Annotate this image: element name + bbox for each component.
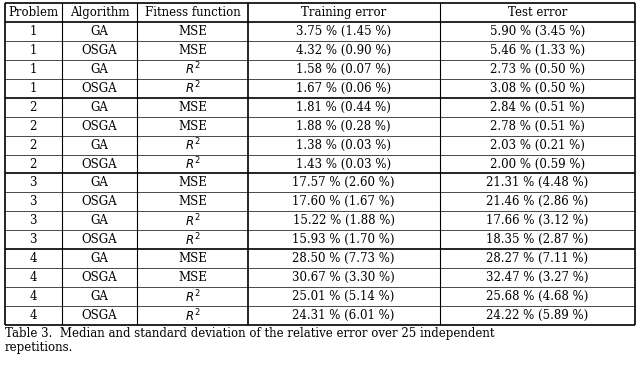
- Text: 1.67 % (0.06 %): 1.67 % (0.06 %): [296, 82, 391, 95]
- Text: 1: 1: [29, 44, 37, 57]
- Text: OSGA: OSGA: [82, 157, 117, 171]
- Text: 24.22 % (5.89 %): 24.22 % (5.89 %): [486, 309, 588, 322]
- Text: 4: 4: [29, 309, 37, 322]
- Text: Table 3.  Median and standard deviation of the relative error over 25 independen: Table 3. Median and standard deviation o…: [5, 326, 495, 339]
- Text: OSGA: OSGA: [82, 120, 117, 133]
- Text: Problem: Problem: [8, 6, 58, 19]
- Text: 15.93 % (1.70 %): 15.93 % (1.70 %): [292, 233, 395, 246]
- Text: $R^2$: $R^2$: [185, 212, 200, 229]
- Text: OSGA: OSGA: [82, 44, 117, 57]
- Text: 17.66 % (3.12 %): 17.66 % (3.12 %): [486, 214, 589, 227]
- Text: OSGA: OSGA: [82, 195, 117, 208]
- Text: 1: 1: [29, 63, 37, 76]
- Text: 2: 2: [29, 139, 37, 152]
- Text: 4: 4: [29, 271, 37, 284]
- Text: 1.81 % (0.44 %): 1.81 % (0.44 %): [296, 101, 391, 114]
- Text: 4: 4: [29, 290, 37, 303]
- Text: 5.90 % (3.45 %): 5.90 % (3.45 %): [490, 25, 585, 38]
- Text: 3: 3: [29, 214, 37, 227]
- Text: MSE: MSE: [178, 44, 207, 57]
- Text: 21.46 % (2.86 %): 21.46 % (2.86 %): [486, 195, 588, 208]
- Text: MSE: MSE: [178, 176, 207, 190]
- Text: Fitness function: Fitness function: [145, 6, 240, 19]
- Text: OSGA: OSGA: [82, 233, 117, 246]
- Text: 5.46 % (1.33 %): 5.46 % (1.33 %): [490, 44, 585, 57]
- Text: 24.31 % (6.01 %): 24.31 % (6.01 %): [292, 309, 395, 322]
- Text: 28.50 % (7.73 %): 28.50 % (7.73 %): [292, 252, 395, 265]
- Text: 4: 4: [29, 252, 37, 265]
- Text: $R^2$: $R^2$: [185, 307, 200, 324]
- Text: 3: 3: [29, 233, 37, 246]
- Text: Training error: Training error: [301, 6, 387, 19]
- Text: MSE: MSE: [178, 25, 207, 38]
- Text: MSE: MSE: [178, 195, 207, 208]
- Text: MSE: MSE: [178, 120, 207, 133]
- Text: $R^2$: $R^2$: [185, 137, 200, 154]
- Text: MSE: MSE: [178, 271, 207, 284]
- Text: OSGA: OSGA: [82, 271, 117, 284]
- Text: OSGA: OSGA: [82, 309, 117, 322]
- Text: 3: 3: [29, 176, 37, 190]
- Text: GA: GA: [91, 139, 108, 152]
- Text: OSGA: OSGA: [82, 82, 117, 95]
- Text: GA: GA: [91, 252, 108, 265]
- Text: GA: GA: [91, 214, 108, 227]
- Text: 2: 2: [29, 157, 37, 171]
- Text: 4.32 % (0.90 %): 4.32 % (0.90 %): [296, 44, 391, 57]
- Text: Test error: Test error: [508, 6, 567, 19]
- Text: GA: GA: [91, 63, 108, 76]
- Text: 21.31 % (4.48 %): 21.31 % (4.48 %): [486, 176, 588, 190]
- Text: 15.22 % (1.88 %): 15.22 % (1.88 %): [292, 214, 395, 227]
- Text: 3: 3: [29, 195, 37, 208]
- Text: 2: 2: [29, 120, 37, 133]
- Text: $R^2$: $R^2$: [185, 61, 200, 78]
- Text: 2.73 % (0.50 %): 2.73 % (0.50 %): [490, 63, 585, 76]
- Text: 25.01 % (5.14 %): 25.01 % (5.14 %): [292, 290, 395, 303]
- Text: 1.38 % (0.03 %): 1.38 % (0.03 %): [296, 139, 391, 152]
- Text: 28.27 % (7.11 %): 28.27 % (7.11 %): [486, 252, 588, 265]
- Text: 2.84 % (0.51 %): 2.84 % (0.51 %): [490, 101, 585, 114]
- Text: 2.78 % (0.51 %): 2.78 % (0.51 %): [490, 120, 585, 133]
- Text: $R^2$: $R^2$: [185, 231, 200, 248]
- Text: 3.08 % (0.50 %): 3.08 % (0.50 %): [490, 82, 585, 95]
- Text: GA: GA: [91, 176, 108, 190]
- Text: GA: GA: [91, 101, 108, 114]
- Text: 18.35 % (2.87 %): 18.35 % (2.87 %): [486, 233, 588, 246]
- Text: 2.00 % (0.59 %): 2.00 % (0.59 %): [490, 157, 585, 171]
- Text: MSE: MSE: [178, 101, 207, 114]
- Text: 1.43 % (0.03 %): 1.43 % (0.03 %): [296, 157, 391, 171]
- Text: 1.88 % (0.28 %): 1.88 % (0.28 %): [296, 120, 391, 133]
- Text: $R^2$: $R^2$: [185, 156, 200, 172]
- Text: Algorithm: Algorithm: [70, 6, 129, 19]
- Text: MSE: MSE: [178, 252, 207, 265]
- Text: 32.47 % (3.27 %): 32.47 % (3.27 %): [486, 271, 589, 284]
- Text: 2: 2: [29, 101, 37, 114]
- Text: 1: 1: [29, 25, 37, 38]
- Text: 2.03 % (0.21 %): 2.03 % (0.21 %): [490, 139, 585, 152]
- Text: 30.67 % (3.30 %): 30.67 % (3.30 %): [292, 271, 395, 284]
- Text: GA: GA: [91, 25, 108, 38]
- Text: repetitions.: repetitions.: [5, 342, 74, 355]
- Text: 25.68 % (4.68 %): 25.68 % (4.68 %): [486, 290, 589, 303]
- Text: 1: 1: [29, 82, 37, 95]
- Text: 17.60 % (1.67 %): 17.60 % (1.67 %): [292, 195, 395, 208]
- Text: $R^2$: $R^2$: [185, 288, 200, 305]
- Text: 1.58 % (0.07 %): 1.58 % (0.07 %): [296, 63, 391, 76]
- Text: GA: GA: [91, 290, 108, 303]
- Text: 3.75 % (1.45 %): 3.75 % (1.45 %): [296, 25, 391, 38]
- Text: 17.57 % (2.60 %): 17.57 % (2.60 %): [292, 176, 395, 190]
- Text: $R^2$: $R^2$: [185, 80, 200, 97]
